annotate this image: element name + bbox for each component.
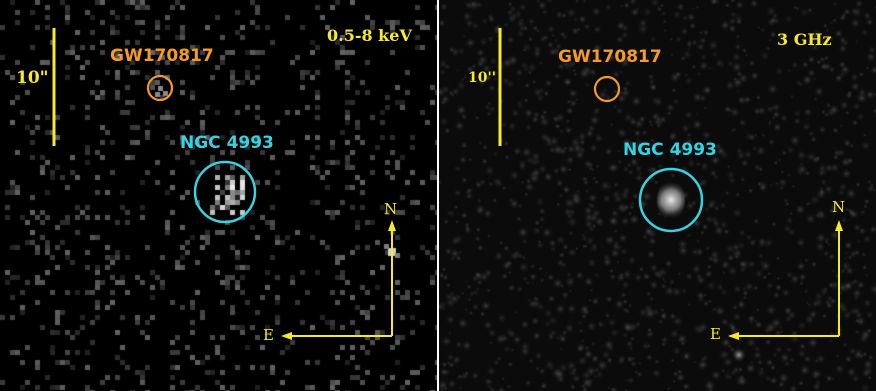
galaxy-label: NGC 4993 — [623, 140, 717, 160]
radio-overlay — [498, 28, 843, 340]
compass-east-label: E — [710, 325, 721, 343]
xray-image-panel: 0.5-8 keV 10" GW170817 NGC 4993 N E — [0, 0, 437, 391]
transient-label: GW170817 — [110, 46, 214, 66]
galaxy-label: NGC 4993 — [180, 133, 274, 153]
transient-label: GW170817 — [558, 47, 662, 67]
compass-north-arrowhead — [835, 220, 843, 231]
frequency-band-label: 3 GHz — [777, 30, 832, 49]
xray-noise-background — [0, 0, 437, 391]
xray-overlay — [52, 28, 396, 340]
compass-east-arrowhead — [728, 332, 739, 340]
radio-image-panel: 3 GHz 10'' GW170817 NGC 4993 N E — [439, 0, 876, 391]
galaxy-circle — [638, 167, 704, 233]
compass-north-arrowhead — [388, 220, 396, 231]
compass-east-label: E — [263, 326, 274, 344]
radio-noise-background — [439, 0, 876, 391]
compass-east-arrowhead — [281, 332, 292, 340]
scale-bar-label: 10'' — [468, 70, 497, 86]
transient-circle — [146, 74, 174, 102]
transient-circle — [593, 75, 621, 103]
scale-bar-label: 10" — [16, 68, 49, 88]
compass-north-label: N — [384, 200, 398, 218]
compass-north-label: N — [832, 198, 846, 216]
galaxy-circle — [193, 160, 257, 224]
energy-band-label: 0.5-8 keV — [327, 26, 412, 45]
